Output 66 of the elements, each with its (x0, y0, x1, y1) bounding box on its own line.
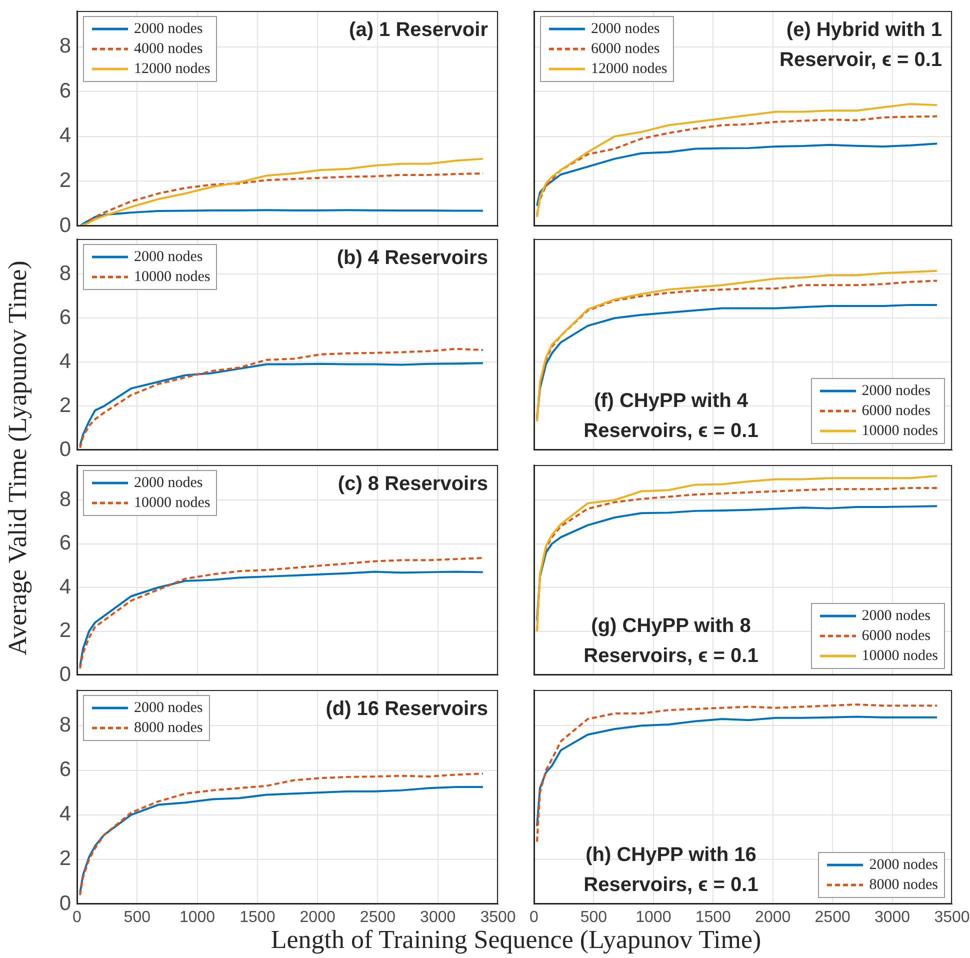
legend-label: 10000 nodes (862, 422, 938, 441)
legend-label: 8000 nodes (869, 876, 938, 895)
legend-label: 4000 nodes (134, 40, 203, 59)
x-tick-label: 3500 (934, 909, 970, 926)
legend-label: 6000 nodes (862, 627, 930, 646)
legend-label: 2000 nodes (134, 474, 203, 493)
line-series (79, 348, 484, 449)
y-tick-label: 2 (59, 847, 71, 870)
legend-label: 2000 nodes (134, 248, 203, 267)
x-tick-label: 2000 (300, 909, 336, 926)
y-tick-label: 2 (59, 169, 71, 192)
y-tick-label: 4 (59, 575, 72, 598)
y-tick-label: 4 (59, 802, 72, 826)
legend-label: 6000 nodes (862, 402, 930, 421)
legend-label: 2000 nodes (862, 382, 930, 401)
x-tick-label: 2500 (814, 909, 850, 926)
chart-title: (d) 16 Reservoirs (324, 697, 488, 722)
y-tick-label: 0 (59, 438, 71, 461)
y-tick-label: 2 (59, 394, 71, 417)
y-tick-label: 8 (59, 488, 71, 511)
x-tick-label: 3500 (480, 909, 516, 926)
y-tick-label: 6 (59, 306, 71, 329)
x-tick-label: 2500 (360, 909, 396, 926)
legend-label: 10000 nodes (134, 494, 210, 513)
text: (g) CHyPP with 8 Reservoirs, ϵ = 0.1 (582, 614, 760, 669)
y-tick-label: 2 (59, 619, 71, 642)
x-tick-label: 0 (530, 909, 539, 926)
x-tick-label: 2000 (755, 909, 791, 926)
y-tick-label: 4 (59, 350, 72, 373)
y-tick-label: 4 (59, 124, 72, 148)
chart-title: (b) 4 Reservoirs (336, 246, 488, 271)
x-tick-label: 1000 (636, 909, 672, 926)
text: (f) CHyPP with 4 Reservoirs, ϵ = 0.1 (582, 389, 760, 444)
y-axis-title: Average Valid Time (Lyapunov Time) (3, 260, 33, 656)
legend-label: 10000 nodes (134, 268, 210, 287)
x-tick-label: 1500 (695, 909, 732, 926)
x-tick-label: 3000 (420, 909, 456, 926)
x-axis-title: Length of Training Sequence (Lyapunov Time) (270, 925, 762, 955)
legend-label: 10000 nodes (862, 647, 938, 666)
text: (e) Hybrid with 1 Reservoir, ϵ = 0.1 (778, 18, 942, 73)
legend-label: 8000 nodes (134, 719, 203, 738)
text: (h) CHyPP with 16 Reservoirs, ϵ = 0.1 (582, 843, 760, 898)
legend-label: 2000 nodes (591, 20, 660, 39)
y-tick-label: 6 (59, 532, 71, 555)
line-series (88, 172, 484, 222)
y-tick-label: 0 (59, 214, 71, 237)
legend-label: 2000 nodes (862, 607, 930, 626)
x-tick-label: 500 (580, 909, 608, 926)
y-tick-label: 6 (59, 79, 71, 102)
x-tick-label: 1500 (240, 909, 276, 926)
chart-title: (c) 8 Reservoirs (336, 472, 488, 497)
legend-label: 12000 nodes (134, 60, 210, 79)
legend-label: 2000 nodes (134, 699, 203, 718)
chart-title: (a) 1 Reservoir (348, 18, 488, 43)
y-tick-label: 8 (59, 262, 71, 285)
y-tick-label: 8 (59, 34, 71, 58)
y-tick-label: 8 (59, 713, 71, 736)
legend-label: 2000 nodes (869, 856, 938, 875)
legend-label: 6000 nodes (591, 40, 660, 59)
y-tick-label: 0 (59, 662, 71, 686)
y-tick-label: 6 (59, 758, 71, 782)
legend-label: 12000 nodes (591, 60, 668, 79)
x-tick-label: 3000 (874, 909, 910, 926)
x-tick-label: 500 (124, 909, 151, 926)
x-tick-label: 1000 (179, 909, 216, 926)
legend-label: 2000 nodes (134, 20, 203, 39)
